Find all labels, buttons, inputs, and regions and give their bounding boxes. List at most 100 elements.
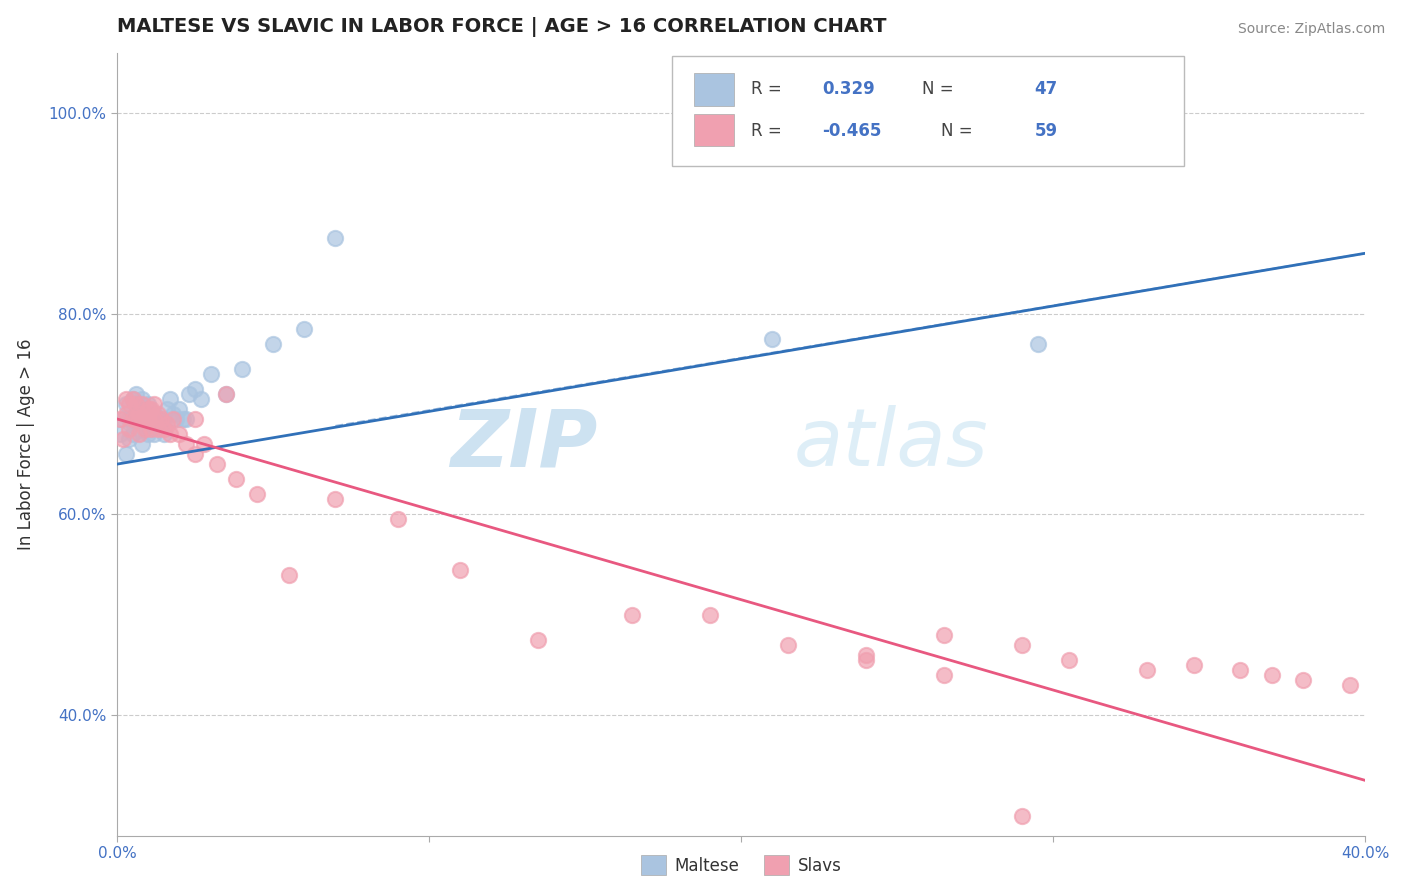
Point: [215, 387, 238, 401]
Text: -0.465: -0.465: [823, 122, 882, 140]
Point: [128, 397, 150, 411]
Text: 0.329: 0.329: [823, 80, 875, 98]
FancyBboxPatch shape: [672, 56, 1184, 166]
Point: [134, 422, 156, 436]
Point: [156, 401, 179, 416]
Point: [136, 397, 159, 411]
Point: [292, 321, 315, 335]
Text: R =: R =: [751, 122, 782, 140]
Point: [156, 417, 179, 431]
Point: [325, 231, 347, 245]
Point: [1011, 808, 1033, 822]
Point: [169, 427, 191, 442]
Point: [131, 392, 153, 406]
Point: [162, 407, 184, 421]
Point: [134, 422, 156, 436]
Point: [115, 392, 138, 406]
Text: 47: 47: [1035, 80, 1057, 98]
Point: [136, 427, 159, 442]
FancyBboxPatch shape: [693, 73, 734, 106]
Point: [141, 412, 163, 426]
Point: [325, 492, 347, 507]
Point: [620, 607, 643, 622]
Point: [152, 427, 174, 442]
Y-axis label: In Labor Force | Age > 16: In Labor Force | Age > 16: [17, 338, 35, 549]
Point: [932, 668, 955, 682]
Point: [225, 472, 247, 486]
Point: [125, 407, 148, 421]
Point: [143, 427, 166, 442]
Point: [115, 397, 138, 411]
Point: [118, 422, 141, 436]
Point: [115, 447, 138, 461]
Point: [159, 427, 181, 442]
Point: [231, 361, 253, 376]
Point: [136, 401, 159, 416]
Point: [200, 367, 222, 381]
Point: [141, 422, 163, 436]
Point: [165, 412, 187, 426]
Point: [1260, 668, 1282, 682]
Point: [131, 397, 153, 411]
Point: [855, 653, 877, 667]
Text: R =: R =: [751, 80, 782, 98]
Point: [152, 422, 174, 436]
Point: [118, 397, 141, 411]
Point: [1339, 678, 1361, 692]
Point: [146, 412, 169, 426]
Text: ZIP: ZIP: [450, 405, 598, 483]
Point: [128, 407, 150, 421]
Point: [108, 427, 131, 442]
Point: [159, 392, 181, 406]
Point: [141, 422, 163, 436]
Point: [131, 412, 153, 426]
Point: [699, 607, 721, 622]
Text: N =: N =: [922, 80, 953, 98]
Point: [121, 392, 143, 406]
Point: [121, 412, 143, 426]
Point: [136, 412, 159, 426]
Point: [108, 412, 131, 426]
Point: [776, 638, 799, 652]
Point: [174, 412, 197, 426]
Point: [162, 412, 184, 426]
Point: [143, 412, 166, 426]
Point: [125, 412, 148, 426]
Point: [855, 648, 877, 662]
Legend: Maltese, Slavs: Maltese, Slavs: [634, 848, 848, 882]
Point: [177, 387, 200, 401]
Point: [121, 417, 143, 431]
Point: [1292, 673, 1315, 687]
Point: [277, 567, 299, 582]
Point: [112, 412, 135, 426]
Point: [193, 437, 215, 451]
Point: [184, 447, 207, 461]
Point: [146, 422, 169, 436]
Point: [205, 457, 228, 471]
Point: [125, 387, 148, 401]
Point: [121, 392, 143, 406]
Point: [215, 387, 238, 401]
Text: 59: 59: [1035, 122, 1057, 140]
Point: [134, 412, 156, 426]
Point: [128, 427, 150, 442]
Point: [190, 392, 212, 406]
Point: [146, 407, 169, 421]
Point: [172, 412, 194, 426]
Point: [121, 427, 143, 442]
Point: [143, 407, 166, 421]
Text: Source: ZipAtlas.com: Source: ZipAtlas.com: [1237, 22, 1385, 37]
Point: [184, 382, 207, 396]
Point: [184, 412, 207, 426]
Point: [387, 512, 409, 526]
Point: [527, 632, 550, 647]
Text: atlas: atlas: [793, 405, 988, 483]
Text: MALTESE VS SLAVIC IN LABOR FORCE | AGE > 16 CORRELATION CHART: MALTESE VS SLAVIC IN LABOR FORCE | AGE >…: [117, 17, 886, 37]
Point: [169, 401, 191, 416]
Point: [149, 412, 172, 426]
Point: [134, 412, 156, 426]
Point: [1182, 657, 1205, 672]
Point: [932, 628, 955, 642]
Point: [125, 397, 148, 411]
Point: [128, 422, 150, 436]
